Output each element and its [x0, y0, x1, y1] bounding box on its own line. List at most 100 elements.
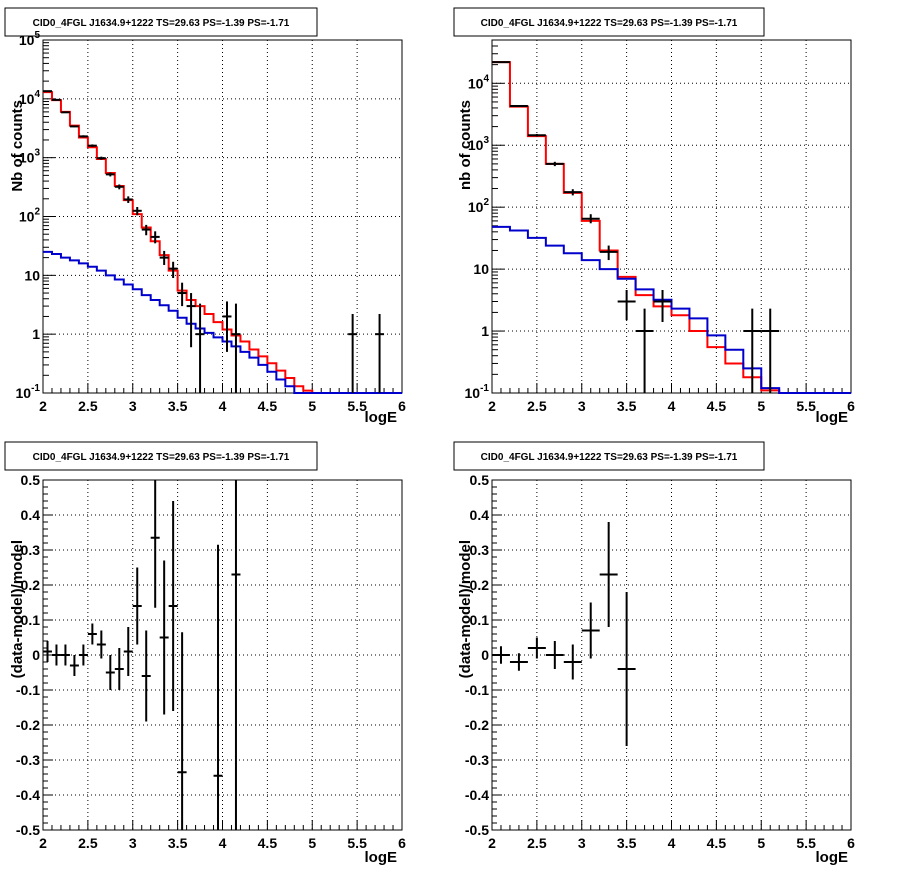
data-point: [123, 196, 133, 203]
x-tick-label: 3: [578, 398, 586, 414]
chart-title: CID0_4FGL J1634.9+1222 TS=29.63 PS=-1.39…: [33, 18, 290, 29]
x-tick-label: 4.5: [258, 398, 278, 414]
y-tick-label: 102: [19, 207, 41, 225]
x-tick-label: 4.5: [707, 398, 727, 414]
y-tick-label: -0.1: [16, 682, 40, 698]
chart-panel-4: CID0_4FGL J1634.9+1222 TS=29.63 PS=-1.39…: [453, 441, 855, 866]
y-tick-label: 0.2: [470, 577, 490, 593]
chart-title: CID0_4FGL J1634.9+1222 TS=29.63 PS=-1.39…: [481, 452, 738, 463]
x-tick-label: 2: [39, 398, 47, 414]
series-3: [492, 61, 780, 393]
y-tick-label: 10-1: [465, 383, 490, 401]
x-tick-label: 5: [757, 398, 765, 414]
data-point: [509, 104, 528, 107]
x-tick-label: 6: [398, 398, 406, 414]
data-point: [635, 308, 654, 393]
y-tick-label: 10: [24, 267, 40, 283]
data-point: [87, 144, 97, 147]
x-tick-label: 2.5: [527, 835, 547, 851]
chart-title-box: [453, 441, 765, 471]
x-tick-label: 4.5: [258, 835, 278, 851]
data-point: [168, 261, 178, 279]
y-tick-label: 102: [468, 197, 490, 215]
x-tick-label: 4: [219, 835, 227, 851]
y-tick-label: 103: [468, 135, 490, 153]
y-axis-label: (data-model)/model: [457, 540, 474, 678]
data-point: [43, 90, 52, 93]
data-point: [114, 648, 124, 690]
x-tick-label: 6: [847, 835, 855, 851]
series-1: [43, 91, 402, 394]
data-point: [177, 282, 187, 307]
data-point: [141, 630, 151, 722]
y-axis-label: nb of counts: [457, 100, 474, 190]
x-tick-label: 3: [578, 835, 586, 851]
data-point: [69, 655, 79, 676]
y-tick-label: 0.5: [21, 472, 41, 488]
data-point: [231, 480, 241, 830]
data-point: [159, 560, 169, 715]
data-point: [123, 627, 133, 676]
data-point: [186, 293, 196, 348]
series-1: [43, 480, 241, 830]
data-point: [150, 231, 160, 244]
data-point: [231, 303, 241, 393]
data-point: [545, 641, 564, 669]
y-tick-label: -0.2: [16, 717, 40, 733]
y-tick-label: 103: [19, 148, 41, 166]
model-step-line: [43, 91, 402, 394]
y-tick-label: -0.4: [16, 787, 40, 803]
x-tick-label: 3.5: [168, 398, 188, 414]
y-tick-label: 104: [19, 89, 41, 107]
y-tick-label: -0.5: [16, 822, 40, 838]
x-tick-label: 4.5: [707, 835, 727, 851]
y-axis-label: Nb of counts: [9, 100, 26, 192]
data-point: [96, 156, 106, 160]
y-tick-label: 105: [19, 30, 41, 48]
data-point: [105, 655, 115, 690]
model-step-line: [492, 225, 851, 394]
chart-panel-1: CID0_4FGL J1634.9+1222 TS=29.63 PS=-1.39…: [4, 7, 406, 426]
chart-title: CID0_4FGL J1634.9+1222 TS=29.63 PS=-1.39…: [481, 18, 738, 29]
data-point: [132, 567, 142, 645]
x-tick-label: 3: [129, 835, 137, 851]
x-tick-label: 2: [488, 835, 496, 851]
data-point: [60, 111, 70, 114]
x-tick-label: 5.5: [796, 398, 816, 414]
data-point: [348, 314, 358, 393]
data-point: [599, 245, 618, 261]
data-point: [527, 133, 546, 137]
x-tick-label: 5: [757, 835, 765, 851]
x-tick-label: 5.5: [347, 398, 367, 414]
x-tick-label: 2.5: [78, 835, 98, 851]
data-point: [563, 644, 582, 680]
x-tick-label: 2: [488, 398, 496, 414]
series-3: [43, 90, 385, 393]
data-point: [132, 207, 142, 216]
chart-title-box: [4, 7, 318, 37]
model-step-line: [492, 61, 851, 394]
x-axis-label: logE: [365, 849, 398, 866]
x-tick-label: 4: [668, 835, 676, 851]
x-tick-label: 5: [308, 835, 316, 851]
y-tick-label: -0.4: [465, 787, 489, 803]
x-tick-label: 6: [398, 835, 406, 851]
data-point: [761, 308, 780, 393]
y-tick-label: 10: [473, 261, 489, 277]
data-point: [51, 644, 61, 666]
data-point: [150, 480, 160, 608]
x-tick-label: 3.5: [617, 398, 637, 414]
data-point: [581, 214, 600, 224]
y-tick-label: 1: [481, 323, 489, 339]
data-point: [617, 290, 636, 321]
y-tick-label: -0.5: [465, 822, 489, 838]
y-tick-label: 0.3: [470, 542, 490, 558]
data-point: [51, 98, 61, 101]
y-tick-label: 0.4: [470, 507, 490, 523]
chart-title-box: [453, 7, 765, 37]
y-tick-label: 0.1: [470, 612, 490, 628]
x-axis-label: logE: [816, 409, 849, 426]
model-step-line: [43, 250, 402, 394]
data-point: [168, 501, 178, 711]
data-point: [653, 290, 672, 323]
